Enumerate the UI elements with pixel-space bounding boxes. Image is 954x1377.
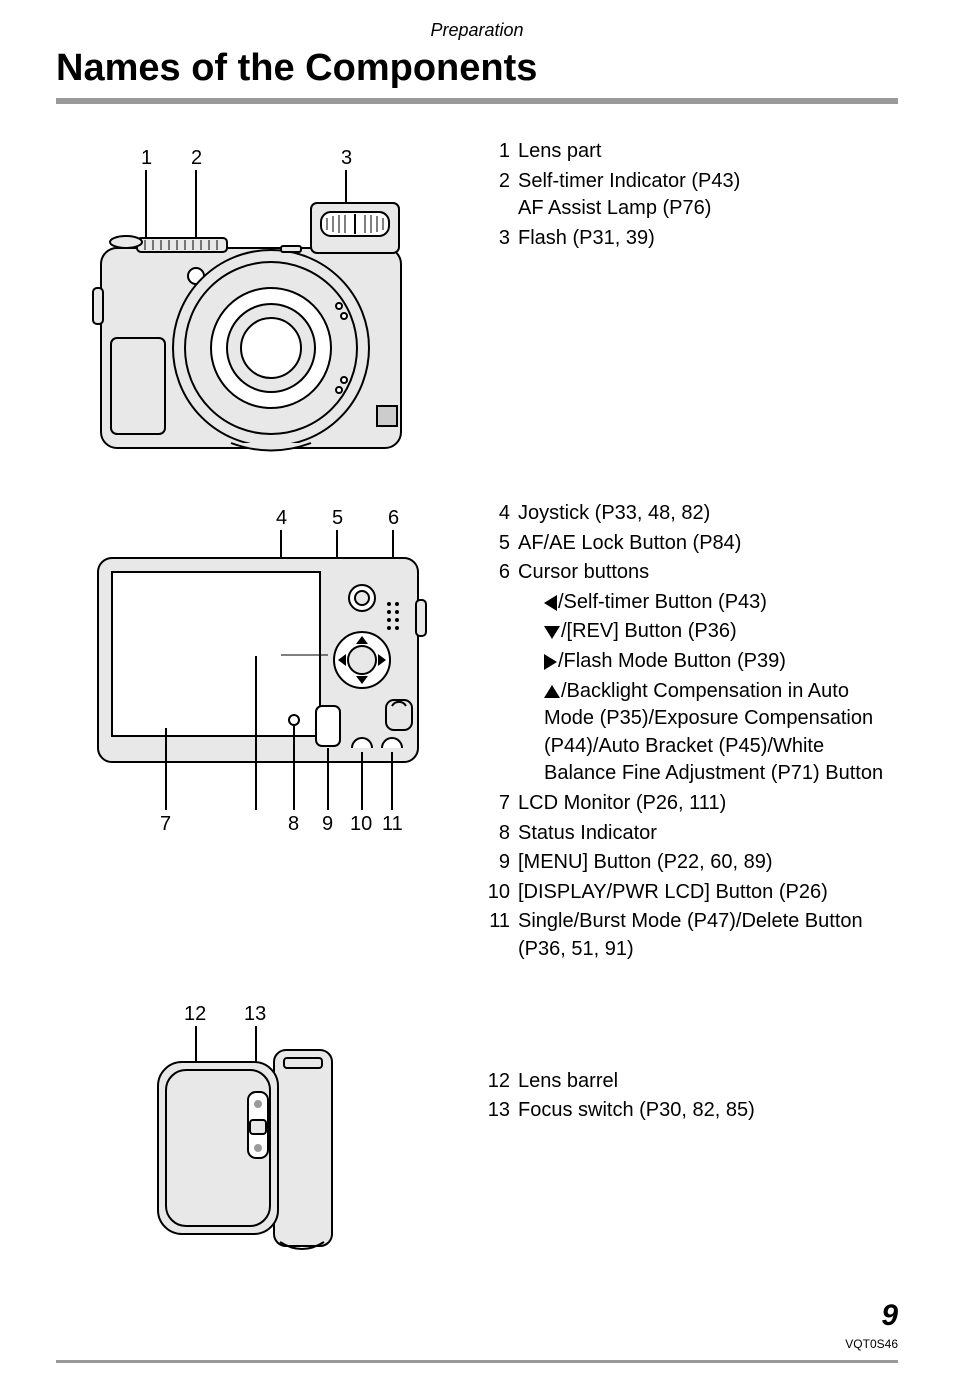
doc-code: VQT0S46 — [845, 1337, 898, 1351]
list-text: [MENU] Button (P22, 60, 89) — [518, 849, 898, 877]
list-item: 12 Lens barrel — [476, 1068, 898, 1096]
list-number: 12 — [476, 1068, 510, 1096]
component-list-1: 1Lens part2Self-timer Indicator (P43)AF … — [456, 138, 898, 254]
list-number: 9 — [476, 849, 510, 877]
list-item: 10 [DISPLAY/PWR LCD] Button (P26) — [476, 879, 898, 907]
list-text: Status Indicator — [518, 820, 898, 848]
callout-6: 6 — [388, 507, 399, 529]
list-item: 1 Lens part — [476, 138, 898, 166]
diagram-front: 1 2 3 — [56, 138, 456, 468]
callout-12: 12 — [184, 1003, 206, 1025]
list-number: 3 — [476, 225, 510, 253]
list-number: 1 — [476, 138, 510, 166]
component-list-2: 4 Joystick (P33, 48, 82) 5 AF/AE Lock Butto… — [456, 500, 898, 966]
list-text: Flash (P31, 39) — [518, 225, 898, 253]
list-item: 13 Focus switch (P30, 82, 85) — [476, 1097, 898, 1125]
callout-3: 3 — [341, 147, 352, 169]
list-item: 5 AF/AE Lock Button (P84) — [476, 530, 898, 558]
list-item: 6 Cursor buttons — [476, 559, 898, 587]
list-subitem: /Backlight Compensation in Auto Mode (P3… — [476, 678, 898, 788]
arrow-up-icon — [544, 685, 560, 698]
list-number: 13 — [476, 1097, 510, 1125]
list-text: Focus switch (P30, 82, 85) — [518, 1097, 898, 1125]
list-item: 9 [MENU] Button (P22, 60, 89) — [476, 849, 898, 877]
callout-7: 7 — [160, 813, 171, 835]
list-text: Cursor buttons — [518, 559, 898, 587]
callout-8: 8 — [288, 813, 299, 835]
list-item: 2Self-timer Indicator (P43)AF Assist Lam… — [476, 168, 898, 223]
list-number: 2 — [476, 168, 510, 223]
list-number: 8 — [476, 820, 510, 848]
list-text: Single/Burst Mode (P47)/Delete Button (P… — [518, 908, 898, 963]
list-text: Self-timer Indicator (P43)AF Assist Lamp… — [518, 168, 898, 223]
list-text: Joystick (P33, 48, 82) — [518, 500, 898, 528]
arrow-down-icon — [544, 626, 560, 639]
list-subitem: /Flash Mode Button (P39) — [476, 648, 898, 676]
callout-2: 2 — [191, 147, 202, 169]
list-subitem: /Self-timer Button (P43) — [476, 589, 898, 617]
callout-4: 4 — [276, 507, 287, 529]
list-text: LCD Monitor (P26, 111) — [518, 790, 898, 818]
page-number: 9 — [881, 1299, 898, 1333]
callout-11: 11 — [382, 813, 403, 835]
list-number: 10 — [476, 879, 510, 907]
component-list-3: 12 Lens barrel 13 Focus switch (P30, 82, 85… — [456, 998, 898, 1127]
section-header: Preparation — [56, 20, 898, 41]
list-text: /[REV] Button (P36) — [518, 618, 898, 646]
arrow-right-icon — [544, 654, 557, 670]
list-number: 4 — [476, 500, 510, 528]
list-item: 8 Status Indicator — [476, 820, 898, 848]
arrow-left-icon — [544, 595, 557, 611]
list-text: Lens barrel — [518, 1068, 898, 1096]
list-text: Lens part — [518, 138, 898, 166]
diagram-top: 12 13 — [56, 998, 456, 1258]
list-item: 3 Flash (P31, 39) — [476, 225, 898, 253]
list-number: 6 — [476, 559, 510, 587]
list-number: 7 — [476, 790, 510, 818]
list-number: 11 — [476, 908, 510, 963]
list-text: AF/AE Lock Button (P84) — [518, 530, 898, 558]
diagram-back: 4 5 6 — [56, 500, 456, 840]
callout-13: 13 — [244, 1003, 266, 1025]
list-subitem: /[REV] Button (P36) — [476, 618, 898, 646]
list-item: 11Single/Burst Mode (P47)/Delete Button … — [476, 908, 898, 963]
title-rule — [56, 98, 898, 104]
callout-10: 10 — [350, 813, 372, 835]
list-item: 7 LCD Monitor (P26, 111) — [476, 790, 898, 818]
callout-1: 1 — [141, 147, 152, 169]
callout-9: 9 — [322, 813, 333, 835]
list-item: 4 Joystick (P33, 48, 82) — [476, 500, 898, 528]
callout-5: 5 — [332, 507, 343, 529]
list-text: [DISPLAY/PWR LCD] Button (P26) — [518, 879, 898, 907]
footer-rule — [56, 1360, 898, 1363]
list-number: 5 — [476, 530, 510, 558]
list-text: /Backlight Compensation in Auto Mode (P3… — [518, 678, 898, 788]
page-title: Names of the Components — [56, 47, 898, 90]
list-text: /Flash Mode Button (P39) — [518, 648, 898, 676]
list-text: /Self-timer Button (P43) — [518, 589, 898, 617]
